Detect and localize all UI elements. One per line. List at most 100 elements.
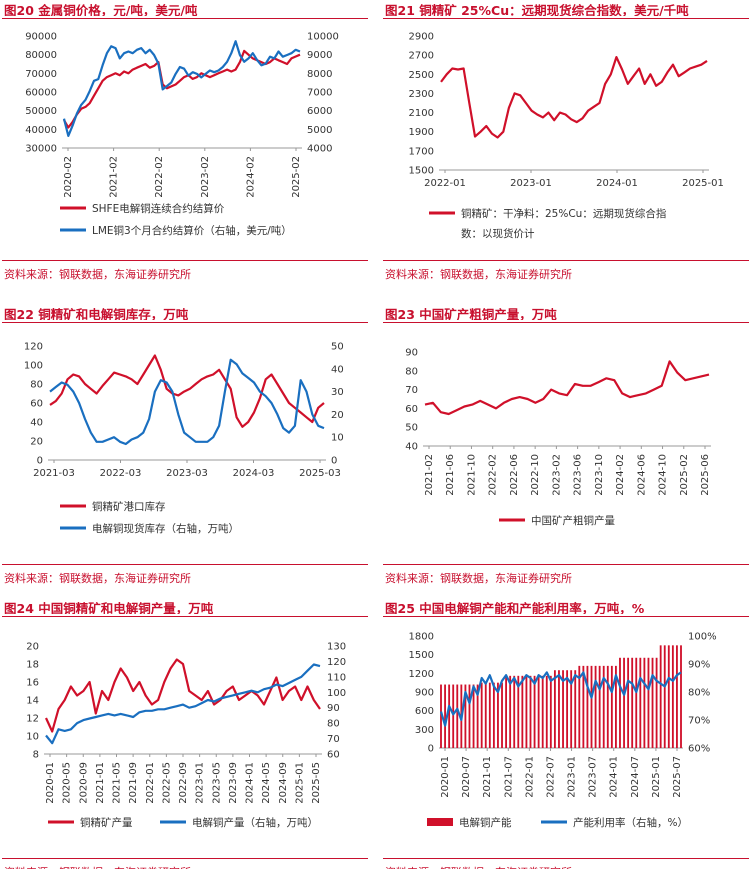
capacity-bar [509,675,512,748]
source-note: 资料来源：钢联数据，东海证券研究所 [385,572,572,585]
legend-label: 中国矿产粗铜产量 [531,514,615,527]
source-divider [383,858,749,859]
y2-tick-label: 70 [327,734,340,745]
capacity-bar [659,645,662,748]
capacity-bar [574,670,577,748]
capacity-bar [488,682,491,748]
x-tick-label: 2021-02 [109,156,120,198]
capacity-bar [484,682,487,748]
chart-svg-fig25: 0 300 600 900 1200 1500 1800 60% 70% 80% 90% 100% 20… [409,632,717,830]
x-tick-label: 2022-10 [530,454,541,496]
x-tick-label: 2024-09 [278,762,289,804]
x-tick-label: 2022-03 [100,468,142,479]
y2-tick-label: 100% [688,632,717,643]
capacity-bar [553,670,556,748]
chart-svg-fig23: 40 50 60 70 80 90 2021-02 2021-06 2021-10 2022-02… [405,348,711,527]
source-note: 资料来源：钢联数据，东海证券研究所 [4,864,191,869]
y-tick-label: 2100 [409,108,434,119]
y2-tick-label: 60 [327,750,340,761]
y-tick-label: 14 [26,696,39,707]
source-divider [2,564,368,565]
y2-tick-label: 50 [331,342,344,353]
capacity-bar [521,675,524,748]
y-tick-label: 60000 [25,88,57,99]
y2-tick-label: 4000 [307,144,332,155]
y2-tick-label: 80 [327,719,340,730]
capacity-bar [525,675,528,748]
capacity-bar [537,675,540,748]
x-tick-label: 2021-09 [128,762,139,804]
y2-tick-label: 7000 [307,88,332,99]
capacity-bar [472,684,475,748]
capacity-bar [501,682,503,748]
x-tick-label: 2024-07 [630,756,641,798]
capacity-bar [549,675,552,748]
y-tick-label: 18 [26,660,39,671]
capacity-bar [444,684,446,748]
capacity-bar [655,657,658,748]
x-tick-label: 2024-02 [245,156,256,198]
y2-tick-label: 8000 [307,69,332,80]
y-tick-label: 0 [37,456,43,467]
legend-label: 电解铜产量（右轴，万吨） [192,816,318,829]
y-tick-label: 50000 [25,106,57,117]
x-tick-label: 2022-09 [178,762,189,804]
x-tick-label: 2023-01 [510,178,552,189]
y2-tick-label: 0 [331,456,337,467]
legend-label: 铜精矿港口库存 [92,500,166,513]
capacity-bar [505,675,507,748]
chart-svg-fig21: 1500 1700 1900 2100 2300 2500 2700 2900 2022-01 2… [409,32,724,241]
x-tick-label: 2022-01 [424,178,466,189]
x-tick-label: 2022-01 [524,756,535,798]
series-line-red [63,49,301,129]
x-tick-label: 2023-06 [573,454,584,496]
y-tick-label: 2900 [409,32,434,43]
series-line-blue [62,40,301,138]
x-tick-label: 2023-05 [211,762,222,804]
y-tick-label: 1700 [409,146,434,157]
x-tick-label: 2021-01 [95,762,106,804]
y2-tick-label: 6000 [307,106,332,117]
capacity-bar [610,665,613,748]
capacity-bar [639,657,642,748]
source-note: 资料来源：钢联数据，东海证券研究所 [4,268,191,281]
x-tick-label: 2024-01 [596,178,638,189]
y2-tick-label: 130 [327,642,346,653]
capacity-bar [497,682,499,748]
capacity-bar [468,684,471,748]
capacity-bar [647,657,650,748]
y2-tick-label: 90 [327,703,340,714]
capacity-bar [667,645,670,748]
y-tick-label: 70000 [25,69,57,80]
x-tick-label: 2025-02 [291,156,302,198]
title-divider [383,616,749,617]
x-tick-label: 2020-05 [62,762,73,804]
x-tick-label: 2025-07 [672,756,683,798]
y-tick-label: 80 [30,380,43,391]
y-tick-label: 2500 [409,70,434,81]
x-tick-label: 2024-01 [245,762,256,804]
title-divider [2,322,368,323]
y-tick-label: 900 [415,688,434,699]
capacity-bar [582,665,585,748]
x-tick-label: 2023-02 [200,156,211,198]
y-tick-label: 20 [30,437,43,448]
series-line-blue [45,663,321,745]
y-tick-label: 8 [33,750,39,761]
chart-panel-fig21: 图21 铜精矿 25%Cu：远期现货综合指数，美元/千吨 1500 1700 190… [381,0,753,286]
capacity-bar [663,645,666,748]
y-tick-label: 600 [415,706,434,717]
legend-label: 电解铜现货库存（右轴，万吨） [92,522,239,535]
y-tick-label: 2700 [409,51,434,62]
chart-svg-fig24: 8 10 12 14 16 18 20 60 70 80 90 100 110 120 130 2020-01… [26,642,346,830]
capacity-bar [541,675,544,748]
capacity-bar [627,657,630,748]
legend-label: 铜精矿：干净料：25%Cu：远期现货综合指 [461,207,667,220]
capacity-bar [440,684,442,748]
x-tick-label: 2021-02 [424,454,435,496]
legend-label: LME铜3个月合约结算价（右轴，美元/吨） [92,224,292,237]
capacity-bar [631,657,634,748]
x-tick-label: 2023-02 [551,454,562,496]
title-divider [2,18,368,19]
